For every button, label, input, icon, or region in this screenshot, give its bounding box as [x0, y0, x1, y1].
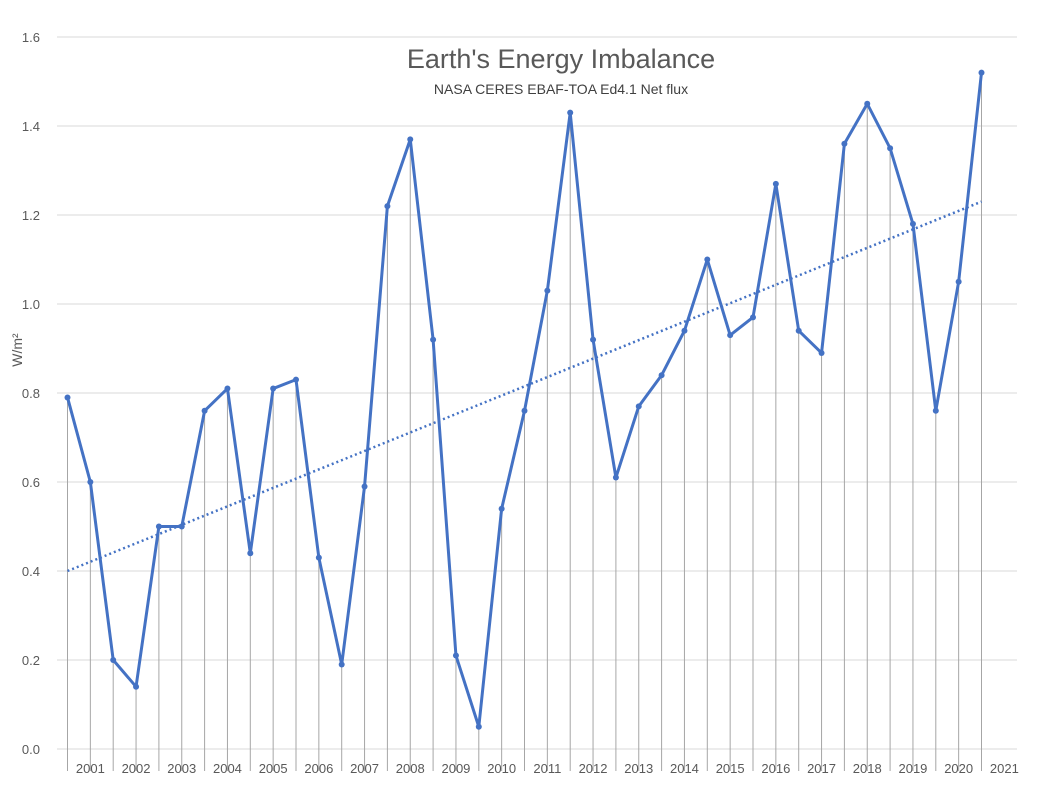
data-point — [430, 336, 437, 343]
trendline — [67, 200, 982, 573]
data-point — [384, 203, 391, 210]
data-point — [87, 479, 94, 485]
data-point — [612, 474, 619, 481]
x-tick-label: 2003 — [167, 761, 196, 776]
x-tick-labels: 2001 2002 2003 2004 2005 2006 2007 2008 2009 2010… — [76, 761, 1019, 776]
data-point — [978, 69, 985, 76]
chart-title: Earth's Energy Imbalance — [407, 44, 715, 74]
x-tick-label: 2020 — [944, 761, 973, 776]
data-point — [681, 327, 688, 334]
x-tick-label: 2004 — [213, 761, 242, 776]
data-point — [727, 332, 734, 339]
data-point — [590, 336, 597, 343]
series-group — [64, 69, 985, 730]
data-point — [293, 376, 299, 383]
data-point — [155, 523, 162, 530]
x-tick-label: 2002 — [122, 761, 151, 776]
data-point — [909, 220, 916, 227]
x-tick-label: 2019 — [898, 761, 927, 776]
data-point — [521, 407, 528, 414]
data-point — [704, 256, 711, 263]
data-point — [887, 145, 894, 152]
drop-lines — [67, 72, 982, 771]
y-tick-label: 0.0 — [22, 742, 40, 757]
y-tick-label: 0.2 — [22, 653, 40, 668]
data-point — [407, 136, 414, 143]
y-tick-label: 1.0 — [22, 297, 40, 312]
x-tick-label: 2008 — [396, 761, 425, 776]
data-point — [247, 550, 254, 557]
data-point — [955, 278, 962, 285]
x-tick-label: 2007 — [350, 761, 379, 776]
data-point — [315, 554, 322, 561]
data-point — [178, 523, 185, 530]
x-tick-label: 2018 — [853, 761, 882, 776]
x-tick-label: 2012 — [579, 761, 608, 776]
data-point — [544, 287, 551, 294]
y-axis-label: W/m² — [9, 333, 25, 367]
y-tick-labels: 0.0 0.2 0.4 0.6 0.8 1.0 1.2 1.4 1.6 — [22, 30, 40, 757]
data-point — [795, 327, 802, 334]
x-tick-label: 2021 — [990, 761, 1019, 776]
x-tick-label: 2017 — [807, 761, 836, 776]
x-tick-label: 2014 — [670, 761, 699, 776]
gridlines — [57, 36, 1017, 750]
data-point — [750, 314, 756, 321]
y-tick-label: 0.4 — [22, 564, 40, 579]
data-point — [498, 505, 505, 512]
y-tick-label: 1.4 — [22, 119, 40, 134]
data-point — [635, 403, 642, 410]
y-tick-label: 0.6 — [22, 475, 40, 490]
x-tick-label: 2016 — [761, 761, 790, 776]
data-point — [64, 394, 71, 401]
x-tick-label: 2015 — [716, 761, 745, 776]
x-tick-label: 2009 — [441, 761, 470, 776]
x-tick-label: 2011 — [533, 761, 561, 776]
data-point — [133, 683, 140, 690]
y-tick-label: 0.8 — [22, 386, 40, 401]
data-point — [452, 652, 459, 659]
x-tick-label: 2006 — [304, 761, 333, 776]
data-point — [110, 657, 117, 663]
data-point — [818, 349, 825, 356]
data-point — [658, 372, 665, 379]
data-point — [841, 140, 848, 147]
data-point — [201, 407, 208, 414]
data-point — [932, 407, 939, 414]
trendline-group — [67, 200, 982, 573]
data-point — [224, 385, 231, 392]
x-tick-label: 2005 — [259, 761, 288, 776]
data-point — [270, 385, 277, 392]
data-point — [864, 100, 871, 107]
chart-subtitle: NASA CERES EBAF-TOA Ed4.1 Net flux — [434, 81, 688, 97]
data-point — [361, 483, 368, 490]
y-tick-label: 1.6 — [22, 30, 40, 45]
x-tick-label: 2001 — [76, 761, 105, 776]
x-tick-label: 2013 — [624, 761, 653, 776]
y-tick-label: 1.2 — [22, 208, 40, 223]
x-tick-label: 2010 — [487, 761, 516, 776]
data-point — [475, 723, 482, 730]
data-point — [567, 109, 574, 116]
data-point — [772, 180, 779, 187]
data-point — [338, 661, 345, 668]
